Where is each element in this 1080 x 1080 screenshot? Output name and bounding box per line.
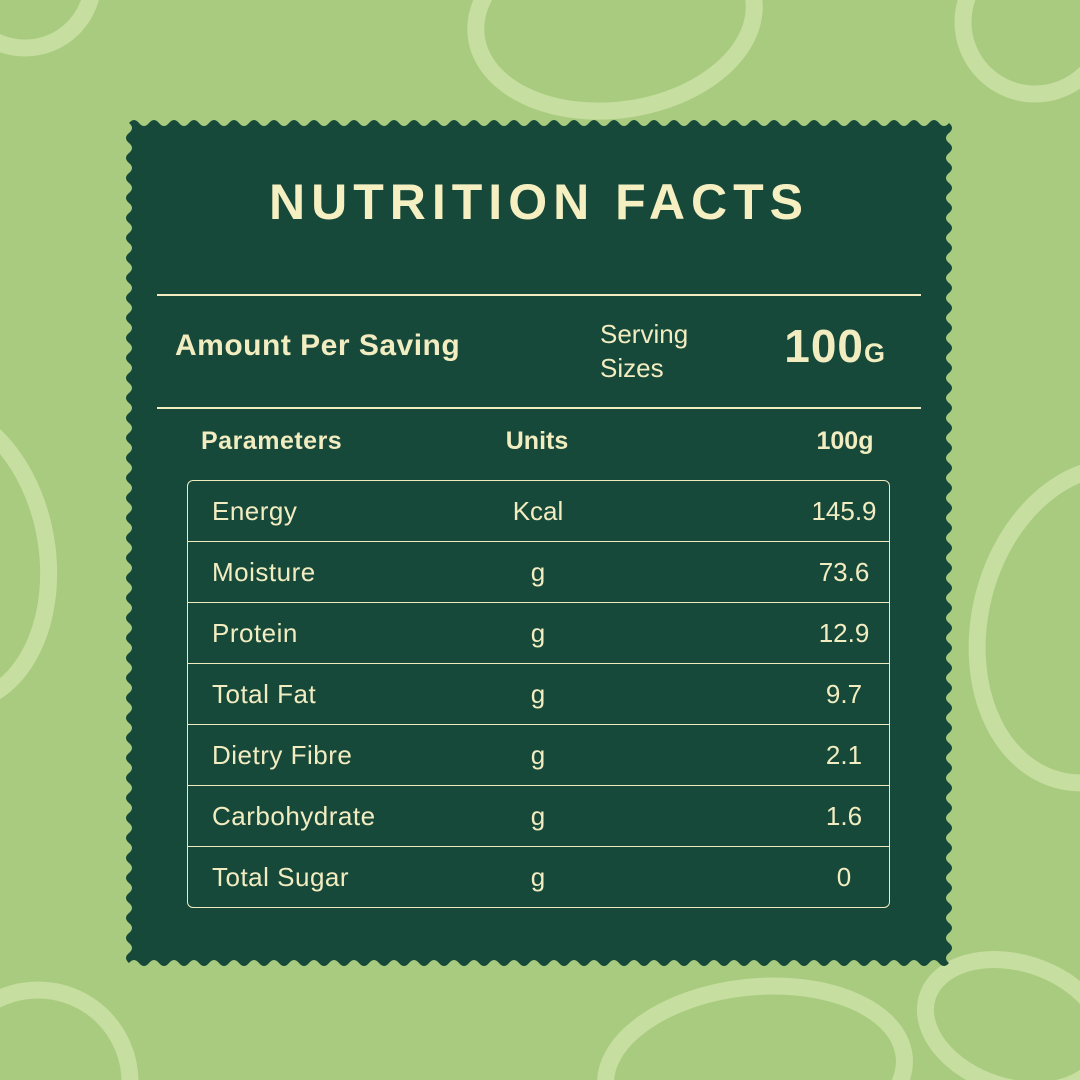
row-value: 145.9	[811, 495, 877, 526]
row-unit: g	[530, 556, 546, 587]
table-row: Dietry Fibre g 2.1	[188, 724, 889, 785]
row-parameter: Moisture	[212, 556, 316, 587]
squiggle-top-right-icon	[954, 0, 1080, 103]
panel-title: NUTRITION FACTS	[269, 174, 809, 230]
row-parameter: Carbohydrate	[212, 800, 376, 831]
squiggle-top-left-icon	[0, 0, 99, 57]
row-parameter: Total Fat	[212, 678, 317, 709]
serving-size-number: 100	[784, 320, 864, 372]
nutrition-table: Energy Kcal 145.9 Moisture g 73.6 Protei…	[187, 480, 890, 908]
column-header-units: Units	[505, 427, 569, 455]
row-unit: g	[530, 678, 546, 709]
row-value: 2.1	[825, 739, 863, 770]
table-row: Moisture g 73.6	[188, 541, 889, 602]
panel-wavy-background	[126, 120, 952, 966]
table-row: Total Fat g 9.7	[188, 663, 889, 724]
table-header-row: Parameters Units 100g	[187, 427, 890, 456]
squiggle-left-middle-icon	[0, 397, 58, 713]
row-parameter: Total Sugar	[212, 861, 350, 892]
table-row: Total Sugar g 0	[188, 846, 889, 907]
row-unit: g	[530, 800, 546, 831]
row-unit: g	[530, 617, 546, 648]
serving-size-value: 100G	[784, 319, 885, 373]
serving-size-unit: G	[863, 338, 885, 368]
table-row: Carbohydrate g 1.6	[188, 785, 889, 846]
row-value: 73.6	[818, 556, 870, 587]
column-header-100g: 100g	[816, 427, 874, 455]
table-row: Protein g 12.9	[188, 602, 889, 663]
row-value: 1.6	[825, 800, 863, 831]
table-row: Energy Kcal 145.9	[188, 481, 889, 541]
row-value: 0	[836, 861, 852, 892]
row-parameter: Dietry Fibre	[212, 739, 353, 770]
squiggle-top-center-icon	[467, 0, 763, 120]
amount-per-serving-label: Amount Per Saving	[175, 329, 461, 362]
nutrition-panel: NUTRITION FACTS Amount Per Saving Servin…	[119, 113, 959, 973]
row-parameter: Energy	[212, 495, 298, 526]
row-parameter: Protein	[212, 617, 298, 648]
row-unit: g	[530, 739, 546, 770]
panel-content: NUTRITION FACTS Amount Per Saving Servin…	[119, 113, 959, 973]
row-value: 9.7	[825, 678, 863, 709]
row-unit: g	[530, 861, 546, 892]
divider-top	[157, 294, 921, 296]
squiggle-bottom-left-icon	[0, 981, 139, 1080]
column-header-parameters: Parameters	[201, 427, 343, 455]
divider-middle	[157, 407, 921, 409]
serving-sizes-label: Serving Sizes	[600, 319, 689, 383]
row-unit: Kcal	[512, 495, 564, 526]
squiggle-right-middle-icon	[968, 458, 1080, 792]
row-value: 12.9	[818, 617, 870, 648]
squiggle-bottom-center-icon	[597, 977, 913, 1080]
